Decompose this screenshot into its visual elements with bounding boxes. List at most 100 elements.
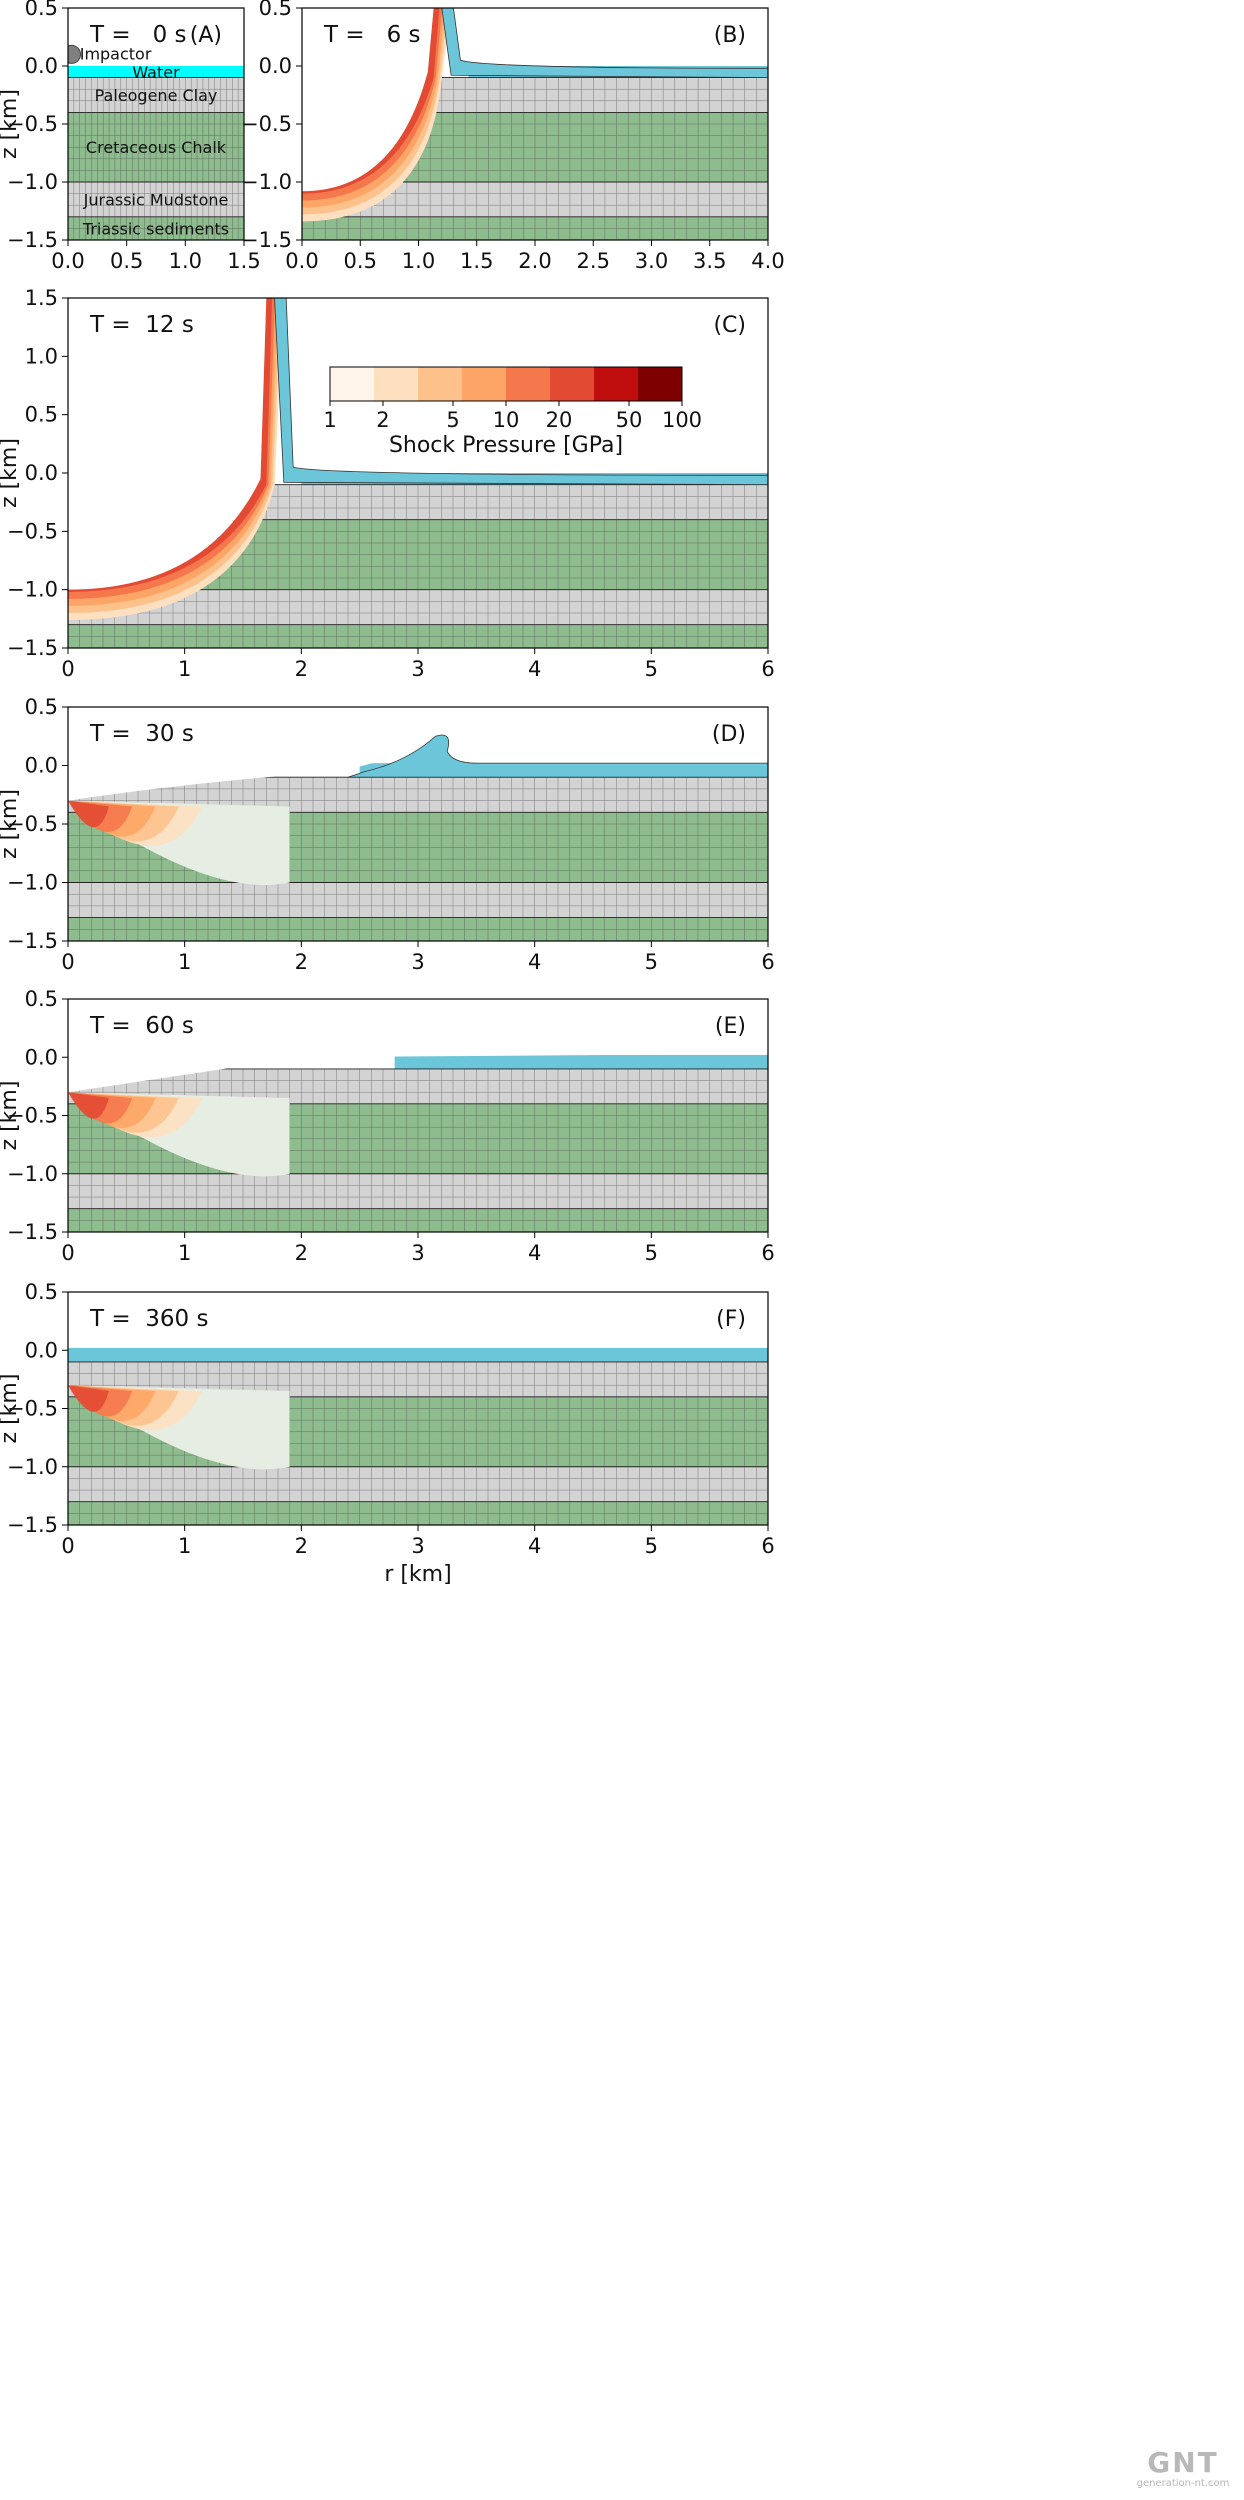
colorbar-segment [594,367,639,401]
y-axis-label: z [km] [0,789,22,859]
x-tick-label: 2 [295,950,308,974]
x-tick-label: 1.5 [227,249,260,273]
panel-f: 0 1 2 3 4 5 6 0.5 0.0 −0.5 −1.0 −1.5 z [km] r [km] T =… [0,1280,775,1587]
y-tick-label: −0.5 [7,112,58,136]
layer-label: Jurassic Mudstone [83,190,229,209]
crater-cavity [302,8,434,192]
panel-label: (B) [714,23,746,48]
y-tick-label: −1.0 [7,170,58,194]
plot-area [68,298,768,648]
air [68,999,768,1093]
y-axis-label: z [km] [0,89,22,159]
panel-label: (F) [716,1307,746,1332]
panel-label: (C) [713,313,746,338]
colorbar-label: Shock Pressure [GPa] [389,433,623,458]
x-tick-label: 0.5 [344,249,377,273]
x-tick-label: 0.5 [110,249,143,273]
y-tick-label: −1.0 [7,578,58,602]
time-label: T = 12 s [89,312,194,338]
mesh-grid [68,77,244,240]
x-tick-label: 1.0 [169,249,202,273]
x-tick-label: 0 [61,950,74,974]
colorbar-segment [550,367,595,401]
y-tick-label: −1.0 [7,1455,58,1479]
layer-label: Cretaceous Chalk [86,138,227,157]
plot-area [302,8,768,240]
impactor-label: Impactor [80,44,152,63]
y-tick-label: 0.0 [25,1338,58,1362]
y-tick-label: −1.0 [7,1162,58,1186]
water-sheet [274,298,768,486]
x-tick-label: 3 [411,1241,424,1265]
mesh-grid [68,1068,768,1232]
y-tick-label: 0.5 [25,0,58,20]
shock-zone [68,1385,109,1412]
y-tick-label: 0.0 [25,461,58,485]
time-label: T = 60 s [89,1013,194,1039]
panel-e: 0 1 2 3 4 5 6 0.5 0.0 −0.5 −1.0 −1.5 z [km] T = 60 s (… [0,987,775,1265]
water-sheet [441,8,768,79]
x-tick-label: 1.5 [460,249,493,273]
y-tick-label: 0.0 [259,54,292,78]
colorbar-segment [418,367,463,401]
y-tick-label: −1.5 [7,1220,58,1244]
x-tick-label: 4 [528,657,541,681]
colorbar-segment [506,367,551,401]
colorbar-tick-label: 50 [616,408,643,432]
x-tick-label: 0.0 [51,249,84,273]
y-tick-label: 0.5 [259,0,292,20]
x-tick-label: 5 [645,1241,658,1265]
x-tick-label: 2.5 [577,249,610,273]
x-tick-label: 1 [178,950,191,974]
x-tick-label: 4.0 [751,249,784,273]
layer-label: Paleogene Clay [95,86,218,105]
plot-area [68,44,244,240]
y-tick-label: 0.5 [25,1280,58,1304]
y-tick-label: 1.0 [25,344,58,368]
x-tick-label: 3 [411,950,424,974]
x-tick-label: 1 [178,1241,191,1265]
watermark-logo: GNT [1147,2446,1219,2479]
plot-area [68,1292,768,1525]
x-tick-label: 0 [61,657,74,681]
x-tick-label: 2 [295,1534,308,1558]
y-tick-label: −0.5 [7,812,58,836]
y-tick-label: 0.0 [25,754,58,778]
y-axis-label: z [km] [0,1374,22,1444]
watermark: GNT generation-nt.com [1128,2448,1238,2496]
time-label: T = 6 s [323,22,421,48]
x-tick-label: 1.0 [402,249,435,273]
x-tick-label: 0.0 [285,249,318,273]
colorbar-tick-label: 100 [662,408,702,432]
panel-label: (D) [712,722,746,747]
colorbar-segment [330,367,375,401]
x-tick-label: 0 [61,1241,74,1265]
y-axis-label: z [km] [0,1081,22,1151]
x-tick-label: 6 [761,950,774,974]
colorbar-tick-label: 10 [493,408,520,432]
colorbar-segment [462,367,507,401]
x-axis-label: r [km] [384,1562,451,1587]
y-tick-label: −0.5 [7,1104,58,1128]
shock-zone [68,1092,109,1119]
colorbar-segment [374,367,419,401]
time-label: T = 30 s [89,721,194,747]
panel-b: 0.0 0.5 1.0 1.5 2.0 2.5 3.0 3.5 4.0 0.5 0.0 −0.5 −1.… [241,0,785,273]
x-tick-label: 3 [411,657,424,681]
plot-area [68,707,768,941]
x-tick-label: 4 [528,1534,541,1558]
x-tick-label: 5 [645,950,658,974]
x-tick-label: 0 [61,1534,74,1558]
x-tick-label: 2 [295,1241,308,1265]
plot-area [68,999,768,1232]
y-tick-label: 0.5 [25,987,58,1011]
x-tick-label: 3.0 [635,249,668,273]
time-label: T = 360 s [89,1306,208,1332]
colorbar-tick-label: 5 [446,408,459,432]
y-tick-label: −1.5 [7,929,58,953]
x-tick-label: 1 [178,657,191,681]
x-tick-label: 5 [645,657,658,681]
x-tick-label: 1 [178,1534,191,1558]
y-tick-label: −1.5 [7,1513,58,1537]
